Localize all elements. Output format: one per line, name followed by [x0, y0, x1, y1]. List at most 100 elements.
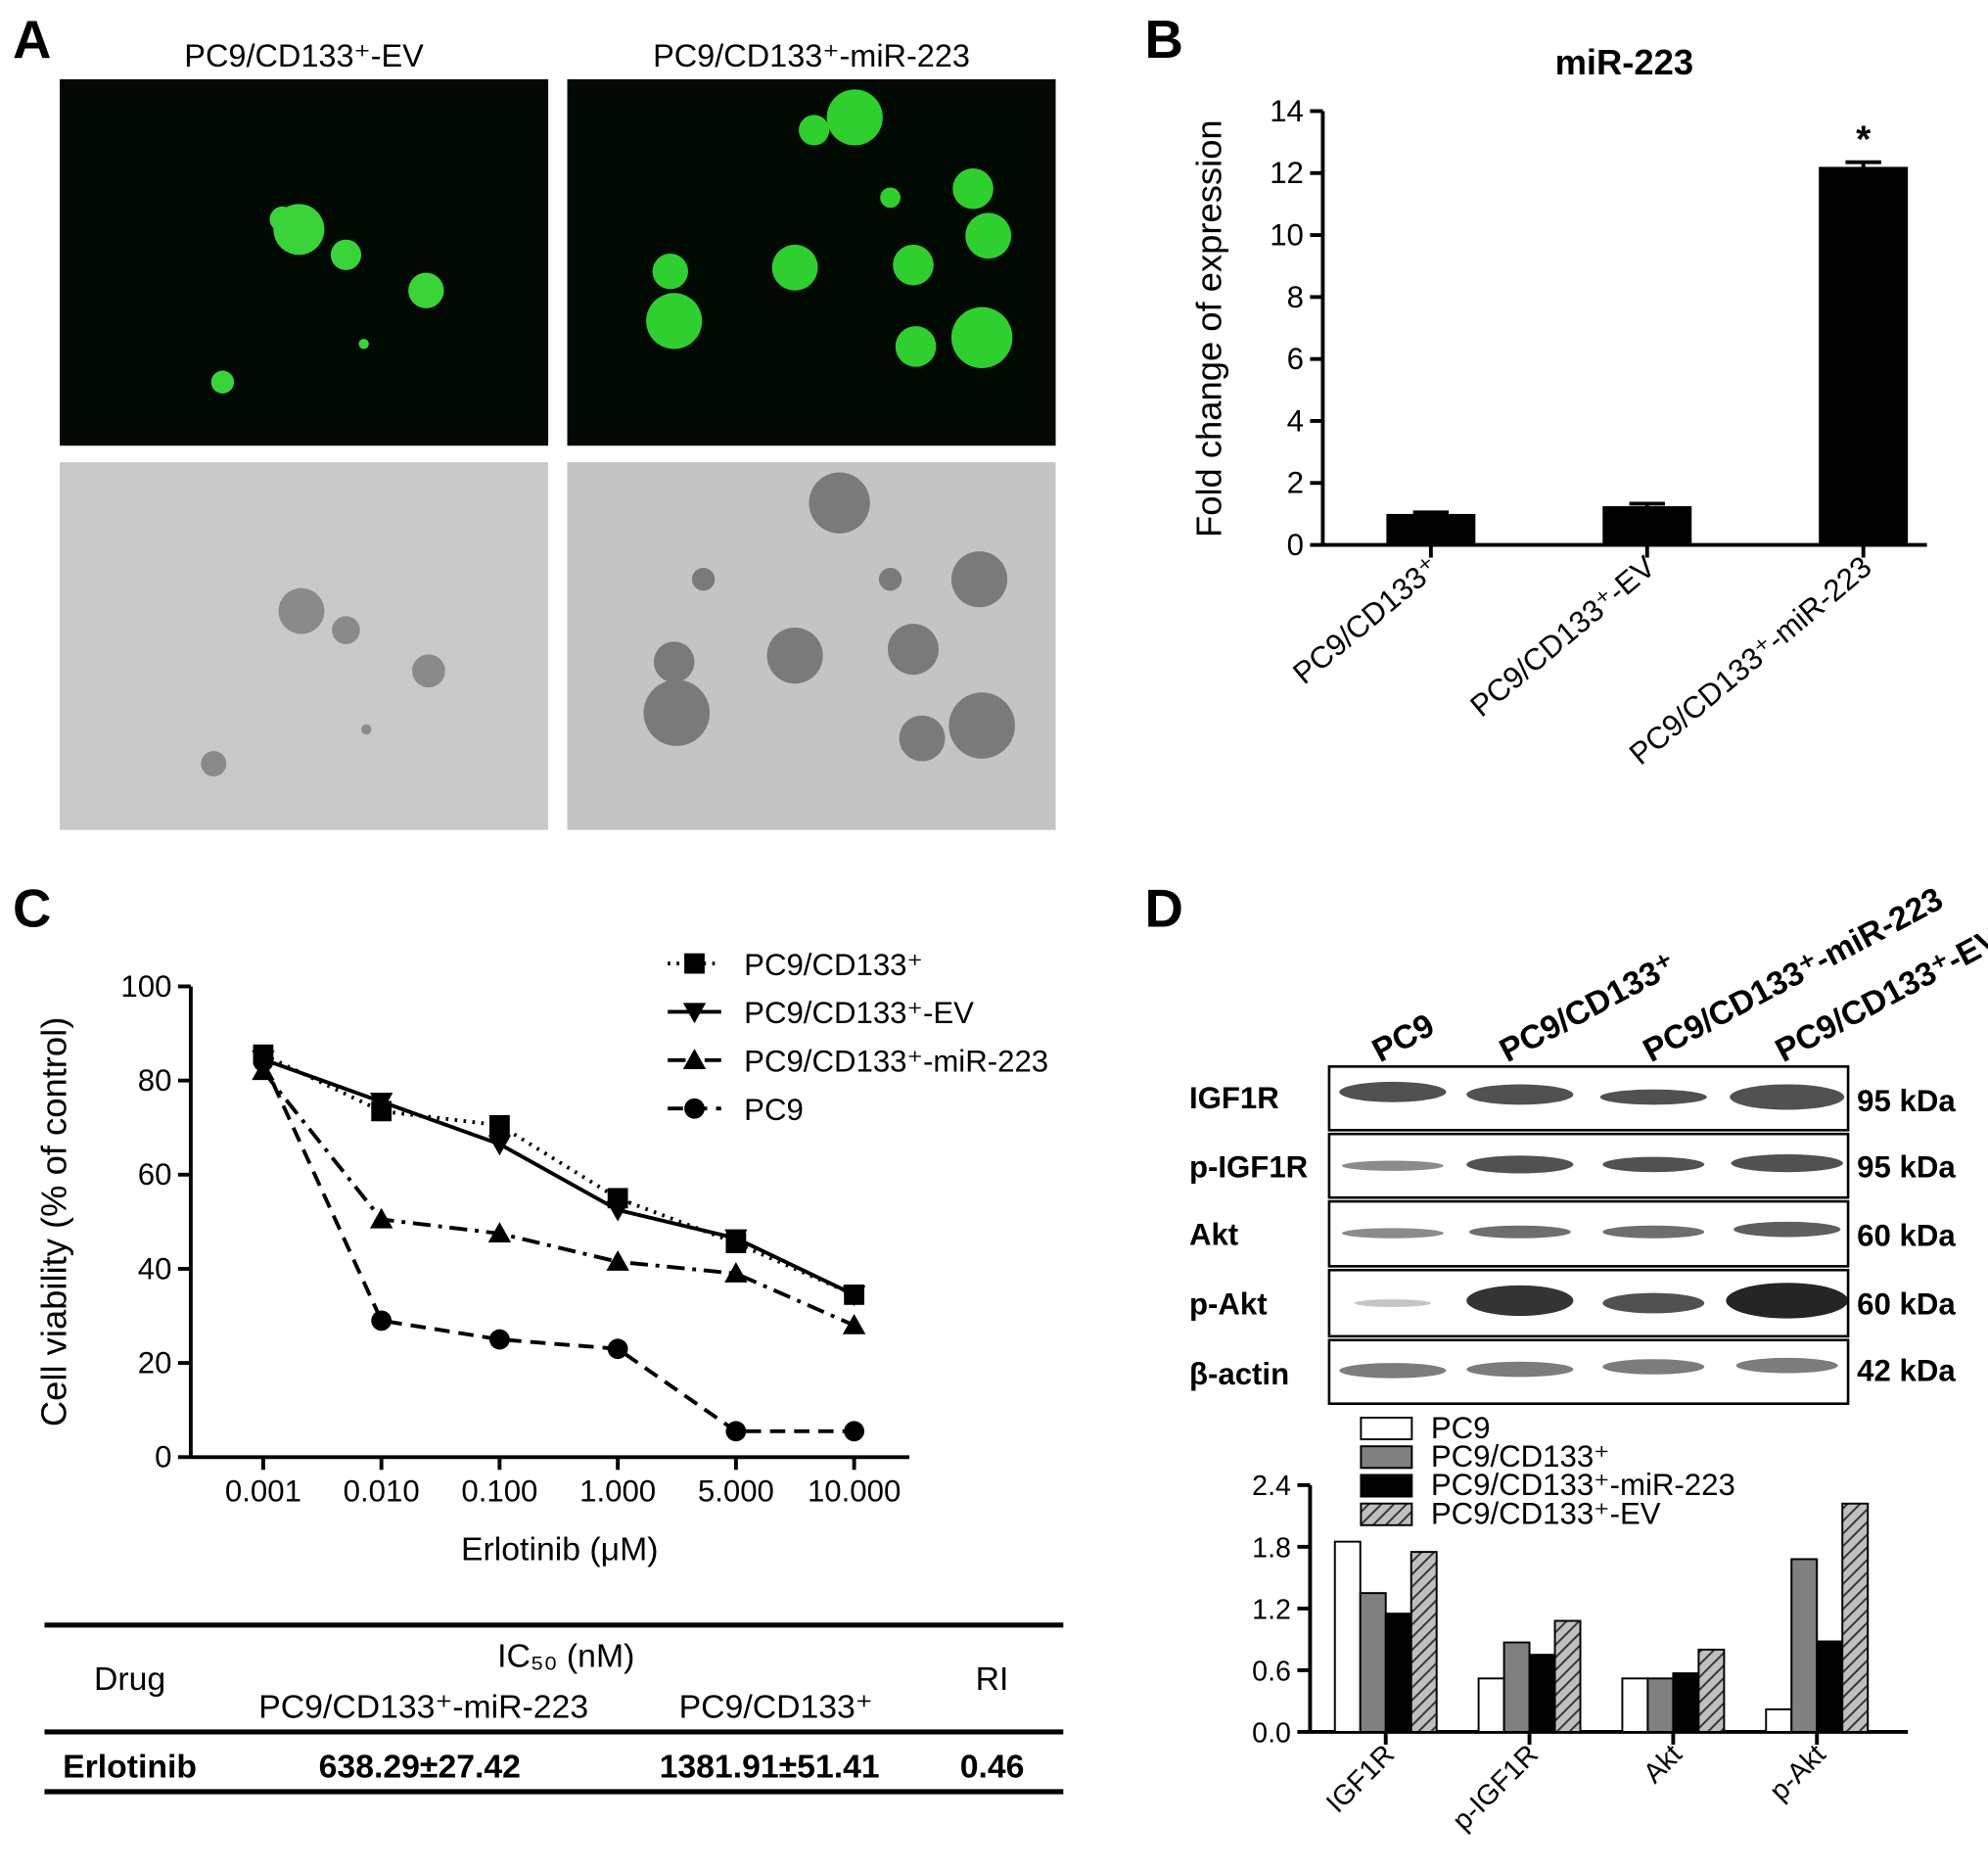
brightfield-image — [60, 462, 1056, 830]
bar — [1621, 1677, 1649, 1733]
ic50-table: Drug IC₅₀ (nM) PC9/CD133⁺-miR-223 PC9/CD… — [44, 1622, 1064, 1795]
marker — [607, 1338, 628, 1360]
y-tick-label: 100 — [120, 969, 171, 1004]
x-tick-label: 10.000 — [808, 1474, 901, 1509]
blot-size: 60 kDa — [1857, 1287, 1956, 1322]
y-tick-label: 2.4 — [1252, 1471, 1291, 1502]
marker — [371, 1310, 393, 1332]
fluorescence-image — [60, 78, 1056, 446]
marker — [487, 1222, 512, 1242]
series-line — [261, 1060, 855, 1433]
bar — [1602, 506, 1692, 545]
marker — [253, 1052, 274, 1072]
blot-row-label: Akt — [1189, 1217, 1238, 1251]
legend-label: PC9/CD133⁺-EV — [1431, 1496, 1661, 1530]
blot-size: 95 kDa — [1857, 1149, 1956, 1184]
table-cell: 1381.91±51.41 — [660, 1749, 880, 1786]
table-cell: 0.46 — [960, 1749, 1025, 1786]
marker — [842, 1286, 866, 1307]
y-tick-label: 0 — [155, 1440, 171, 1474]
y-tick-label: 60 — [138, 1157, 172, 1192]
x-tick-label: 0.100 — [461, 1474, 537, 1509]
bar — [1816, 1640, 1844, 1733]
image-title: PC9/CD133⁺-miR-223 — [653, 38, 970, 73]
table-header: IC₅₀ (nM) — [497, 1638, 634, 1675]
y-tick-label: 0 — [1287, 528, 1304, 562]
legend-label: PC9 — [744, 1093, 804, 1127]
legend-label: PC9/CD133⁺-miR-223 — [744, 1045, 1048, 1079]
legend-swatch — [1360, 1502, 1413, 1526]
marker — [606, 1250, 629, 1271]
series-line — [262, 1052, 855, 1297]
panel-label: A — [13, 10, 51, 70]
panel-label: B — [1144, 10, 1182, 70]
marker — [606, 1200, 629, 1222]
bar — [1672, 1672, 1700, 1733]
marker — [684, 953, 705, 974]
blot-row-label: p-Akt — [1189, 1287, 1268, 1322]
legend-label: PC9/CD133⁺-miR-223 — [1431, 1468, 1735, 1502]
series-line — [261, 1069, 855, 1328]
error-bar — [1845, 160, 1881, 167]
y-tick-label: 8 — [1287, 280, 1304, 314]
x-tick-label: 1.000 — [579, 1474, 656, 1509]
y-tick-label: 12 — [1270, 156, 1304, 190]
y-tick-label: 10 — [1270, 217, 1304, 252]
legend-label: PC9/CD133⁺-EV — [744, 996, 974, 1030]
y-tick-label: 6 — [1287, 342, 1304, 376]
error-bar — [1412, 510, 1450, 515]
marker — [487, 1135, 512, 1156]
bar — [1553, 1619, 1582, 1733]
table-header: RI — [976, 1661, 1009, 1698]
marker — [844, 1421, 865, 1442]
y-tick-label: 14 — [1270, 94, 1304, 128]
y-tick-label: 1.8 — [1252, 1532, 1291, 1564]
error-bar — [1629, 501, 1665, 507]
y-tick-label: 0.0 — [1252, 1717, 1291, 1749]
table-cell: Erlotinib — [63, 1749, 197, 1786]
legend-swatch — [1360, 1473, 1413, 1498]
table-header: PC9/CD133⁺ — [679, 1689, 873, 1726]
legend-swatch — [1360, 1445, 1413, 1470]
marker — [725, 1421, 747, 1442]
series-line — [262, 1057, 855, 1297]
table-header: PC9/CD133⁺-miR-223 — [258, 1689, 588, 1726]
bar — [1503, 1641, 1531, 1733]
marker — [724, 1262, 748, 1283]
bar — [1359, 1592, 1387, 1733]
bar — [1386, 513, 1476, 545]
y-tick-label: 0.6 — [1252, 1656, 1291, 1687]
annotation: * — [1856, 118, 1872, 161]
y-tick-label: 4 — [1287, 403, 1304, 438]
marker — [842, 1313, 866, 1334]
bar — [1697, 1648, 1726, 1733]
y-axis-label: Fold change of expression — [1188, 119, 1228, 538]
blot-size: 42 kDa — [1857, 1353, 1956, 1387]
y-axis-label: Cell viability (% of control) — [34, 1017, 74, 1427]
x-tick-label: 5.000 — [698, 1474, 774, 1509]
marker — [682, 1049, 707, 1069]
marker — [489, 1114, 510, 1136]
bar — [1646, 1677, 1675, 1733]
legend-label: PC9 — [1431, 1411, 1491, 1445]
y-tick-label: 2 — [1287, 466, 1304, 500]
bar — [1410, 1551, 1438, 1733]
blot-size: 60 kDa — [1857, 1219, 1956, 1253]
blot-row-label: IGF1R — [1189, 1081, 1279, 1115]
chart-title: miR-223 — [1555, 42, 1694, 82]
x-axis-label: Erlotinib (μM) — [461, 1531, 658, 1568]
y-tick-label: 1.2 — [1252, 1594, 1291, 1625]
y-tick-label: 40 — [138, 1251, 172, 1286]
marker — [682, 1003, 707, 1024]
bar — [1841, 1502, 1870, 1733]
x-tick-label: 0.001 — [225, 1474, 301, 1509]
panel-label: D — [1144, 878, 1182, 938]
blot-row-label: p-IGF1R — [1189, 1149, 1308, 1184]
bar — [1765, 1707, 1793, 1733]
marker — [724, 1229, 748, 1250]
bar — [1384, 1613, 1412, 1733]
blot-size: 95 kDa — [1857, 1084, 1956, 1118]
table-header: Drug — [94, 1661, 165, 1698]
marker — [489, 1329, 510, 1350]
